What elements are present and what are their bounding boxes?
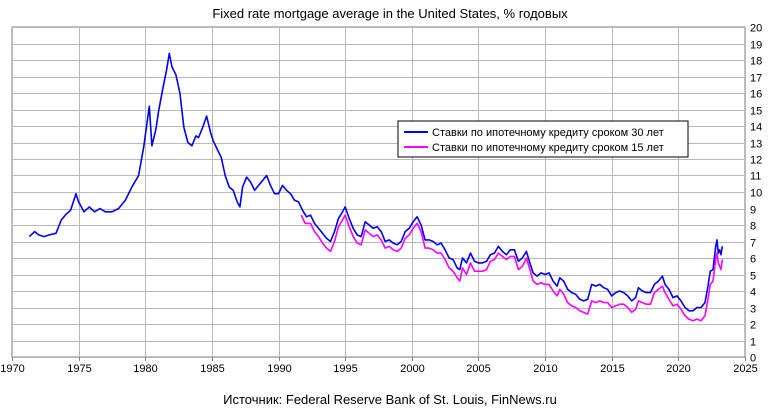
x-tick-label: 1980 bbox=[133, 363, 157, 375]
x-tick-label: 1995 bbox=[333, 363, 357, 375]
legend-label: Ставки по ипотечному кредиту сроком 30 л… bbox=[432, 127, 664, 139]
y-tick-label: 1 bbox=[750, 337, 756, 349]
legend-label: Ставки по ипотечному кредиту сроком 15 л… bbox=[432, 142, 664, 154]
x-tick-label: 2010 bbox=[533, 363, 557, 375]
x-tick-label: 2005 bbox=[466, 363, 490, 375]
series-lines bbox=[28, 52, 724, 322]
series-line-30y bbox=[28, 52, 724, 312]
y-tick-label: 11 bbox=[750, 171, 761, 183]
legend-box bbox=[397, 120, 689, 158]
legend: Ставки по ипотечному кредиту сроком 30 л… bbox=[397, 120, 689, 158]
y-tick-label: 4 bbox=[750, 287, 756, 299]
source-note: Источник: Federal Reserve Bank of St. Lo… bbox=[223, 392, 557, 407]
y-tick-label: 8 bbox=[750, 221, 756, 233]
x-tick-label: 1990 bbox=[267, 363, 291, 375]
x-tick-label: 1975 bbox=[67, 363, 91, 375]
y-tick-label: 6 bbox=[750, 254, 756, 266]
y-tick-label: 9 bbox=[750, 205, 756, 217]
x-tick-label: 2000 bbox=[400, 363, 424, 375]
y-tick-label: 13 bbox=[750, 139, 762, 151]
x-tick-label: 2015 bbox=[600, 363, 624, 375]
y-tick-label: 14 bbox=[750, 122, 762, 134]
y-tick-label: 0 bbox=[750, 353, 756, 365]
y-tick-label: 2 bbox=[750, 320, 756, 332]
y-tick-label: 3 bbox=[750, 304, 756, 316]
y-tick-label: 18 bbox=[750, 56, 762, 68]
x-tick-label: 1985 bbox=[200, 363, 224, 375]
x-tick-label: 1970 bbox=[0, 363, 24, 375]
chart-title: Fixed rate mortgage average in the Unite… bbox=[212, 6, 568, 21]
x-tick-label: 2025 bbox=[733, 363, 757, 375]
y-tick-label: 7 bbox=[750, 238, 756, 250]
y-tick-label: 16 bbox=[750, 89, 762, 101]
x-tick-label: 2020 bbox=[666, 363, 690, 375]
y-tick-label: 17 bbox=[750, 73, 762, 85]
series-line-15y bbox=[300, 214, 724, 322]
y-tick-label: 12 bbox=[750, 155, 762, 167]
y-tick-label: 19 bbox=[750, 40, 762, 52]
y-tick-label: 15 bbox=[750, 106, 762, 118]
grid bbox=[11, 26, 746, 358]
y-tick-label: 20 bbox=[750, 23, 762, 35]
y-tick-label: 10 bbox=[750, 188, 762, 200]
y-tick-label: 5 bbox=[750, 271, 756, 283]
